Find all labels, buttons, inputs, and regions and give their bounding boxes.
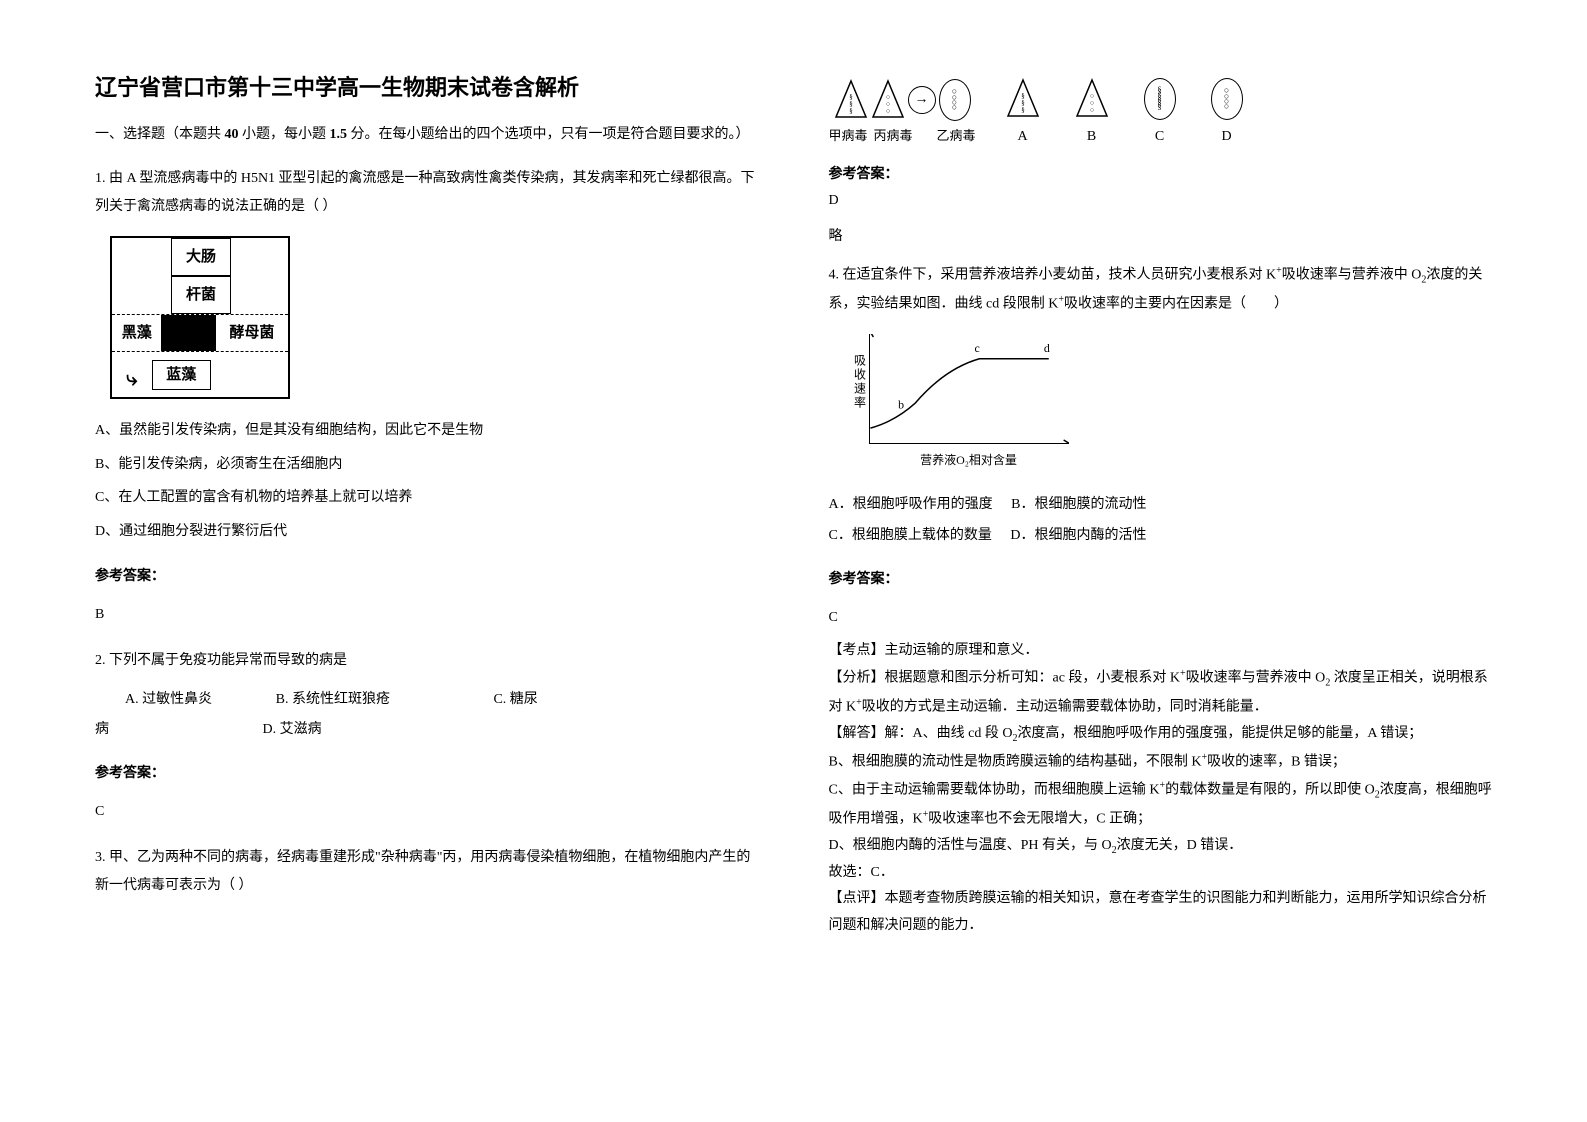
answer-3-note: 略 <box>829 225 1493 245</box>
analysis-kaodian: 【考点】主动运输的原理和意义． <box>829 638 1493 665</box>
answer-label-3: 参考答案： <box>829 163 1493 183</box>
virus-option-d-icon: ○○○○ <box>1211 78 1243 120</box>
chart-container: 吸收速率 a b c d 0 营养液O₂相对含量 <box>849 334 1069 472</box>
question-3: 3. 甲、乙为两种不同的病毒，经病毒重建形成"杂种病毒"丙，用丙病毒侵染植物细胞… <box>95 844 759 900</box>
virus-diagram: §§§ ○○○ → ○○○○ 甲病毒 丙病毒 乙病毒 §§§ A ○○○ B §… <box>829 78 1493 145</box>
svg-text:c: c <box>974 341 979 355</box>
question-1-text: 1. 由 A 型流感病毒中的 H5N1 亚型引起的禽流感是一种高致病性禽类传染病… <box>95 165 759 221</box>
option-2b: B. 系统性红斑狼疮 <box>276 692 390 707</box>
answer-label-2: 参考答案： <box>95 760 759 788</box>
fenxi-label: 【分析】 <box>829 671 885 686</box>
answer-1: B <box>95 601 759 629</box>
arrow-icon: → <box>908 86 936 114</box>
option-1a: A、虽然能引发传染病，但是其没有细胞结构，因此它不是生物 <box>95 414 759 448</box>
question-1-options: A、虽然能引发传染病，但是其没有细胞结构，因此它不是生物 B、能引发传染病，必须… <box>95 414 759 548</box>
analysis-jieda-d: D、根细胞内酶的活性与温度、PH 有关，与 O2浓度无关，D 错误． <box>829 833 1493 860</box>
option-c-label: C <box>1155 129 1164 145</box>
option-a-group: §§§ A <box>1006 78 1040 145</box>
option-2c-cont: 病 <box>95 722 109 737</box>
option-1b: B、能引发传染病，必须寄生在活细胞内 <box>95 448 759 482</box>
svg-text:d: d <box>1043 341 1049 355</box>
question-2-text: 2. 下列不属于免疫功能异常而导致的病是 <box>95 647 759 675</box>
svg-text:○: ○ <box>885 107 889 115</box>
answer-label-4: 参考答案： <box>829 566 1493 594</box>
left-column: 辽宁省营口市第十三中学高一生物期末试卷含解析 一、选择题（本题共 40 小题，每… <box>95 70 794 1082</box>
chart-curve: a b c d 0 <box>870 334 1069 443</box>
option-d-label: D <box>1221 129 1231 145</box>
question-2-options: A. 过敏性鼻炎 B. 系统性红斑狼疮 C. 糖尿 病 D. 艾滋病 <box>95 685 759 747</box>
option-4b: B．根细胞膜的流动性 <box>1011 497 1146 512</box>
option-b-label: B <box>1087 129 1096 145</box>
virus-jia-icon: §§§ <box>834 79 868 121</box>
question-1: 1. 由 A 型流感病毒中的 H5N1 亚型引起的禽流感是一种高致病性禽类传染病… <box>95 165 759 628</box>
analysis-dianping: 【点评】本题考查物质跨膜运输的相关知识，意在考查学生的识图能力和判断能力，运用所… <box>829 886 1493 939</box>
virus-label-jia: 甲病毒 <box>829 125 868 144</box>
answer-2: C <box>95 798 759 826</box>
question-4-text: 4. 在适宜条件下，采用营养液培养小麦幼苗，技术人员研究小麦根系对 K+吸收速率… <box>829 261 1493 319</box>
option-2d: D. 艾滋病 <box>263 722 322 737</box>
absorption-chart: 吸收速率 a b c d 0 <box>869 334 1069 444</box>
question-4: 4. 在适宜条件下，采用营养液培养小麦幼苗，技术人员研究小麦根系对 K+吸收速率… <box>829 261 1493 939</box>
option-a-label: A <box>1017 129 1027 145</box>
option-2a: A. 过敏性鼻炎 <box>125 692 212 707</box>
virus-option-c-icon: §§§§ <box>1144 78 1176 120</box>
option-4a: A．根细胞呼吸作用的强度 <box>829 497 993 512</box>
virus-label-yi: 乙病毒 <box>937 125 976 144</box>
svg-text:§: § <box>849 107 853 115</box>
virus-option-b-icon: ○○○ <box>1075 78 1109 120</box>
option-2c: C. 糖尿 <box>493 692 537 707</box>
option-1d: D、通过细胞分裂进行繁衍后代 <box>95 515 759 549</box>
svg-text:b: b <box>898 397 904 411</box>
svg-text:○: ○ <box>1089 106 1093 114</box>
option-c-group: §§§§ C <box>1144 78 1176 145</box>
question-4-options: A．根细胞呼吸作用的强度 B．根细胞膜的流动性 C．根细胞膜上载体的数量 D．根… <box>829 490 1493 552</box>
jieda-label: 【解答】 <box>829 726 885 741</box>
virus-bing-icon: ○○○ <box>871 79 905 121</box>
option-4d: D．根细胞内酶的活性 <box>1010 528 1146 543</box>
analysis-guxuan: 故选：C． <box>829 860 1493 887</box>
document-title: 辽宁省营口市第十三中学高一生物期末试卷含解析 <box>95 70 759 102</box>
virus-label-bing: 丙病毒 <box>874 125 913 144</box>
answer-3: D <box>829 193 1493 209</box>
x-axis-label: 营养液O₂相对含量 <box>869 448 1069 472</box>
section-1-header: 一、选择题（本题共 40 小题，每小题 1.5 分。在每小题给出的四个选项中，只… <box>95 122 759 147</box>
question-2: 2. 下列不属于免疫功能异常而导致的病是 A. 过敏性鼻炎 B. 系统性红斑狼疮… <box>95 647 759 827</box>
kaodian-label: 【考点】 <box>829 643 885 658</box>
analysis-jieda-b: B、根细胞膜的流动性是物质跨膜运输的结构基础，不限制 K+吸收的速率，B 错误； <box>829 748 1493 776</box>
svg-text:§: § <box>1021 106 1025 114</box>
virus-source-group: §§§ ○○○ → ○○○○ 甲病毒 丙病毒 乙病毒 <box>829 79 976 144</box>
answer-4: C <box>829 604 1493 632</box>
virus-yi-icon: ○○○○ <box>939 79 971 121</box>
option-4c: C．根细胞膜上载体的数量 <box>829 528 992 543</box>
analysis-jieda: 【解答】解：A、曲线 cd 段 O2浓度高，根细胞呼吸作用的强度强，能提供足够的… <box>829 721 1493 748</box>
virus-option-a-icon: §§§ <box>1006 78 1040 120</box>
analysis-jieda-c: C、由于主动运输需要载体协助，而根细胞膜上运输 K+的载体数量是有限的，所以即使… <box>829 776 1493 833</box>
option-b-group: ○○○ B <box>1075 78 1109 145</box>
analysis-fenxi: 【分析】根据题意和图示分析可知：ac 段，小麦根系对 K+吸收速率与营养液中 O… <box>829 664 1493 721</box>
question-3-text: 3. 甲、乙为两种不同的病毒，经病毒重建形成"杂种病毒"丙，用丙病毒侵染植物细胞… <box>95 844 759 900</box>
y-axis-label: 吸收速率 <box>848 354 872 410</box>
right-column: §§§ ○○○ → ○○○○ 甲病毒 丙病毒 乙病毒 §§§ A ○○○ B §… <box>794 70 1493 1082</box>
answer-label-1: 参考答案： <box>95 563 759 591</box>
dianping-label: 【点评】 <box>829 891 885 906</box>
cell-diagram: 大肠 杆菌 黑藻 酵母菌 ⤷ 蓝藻 <box>110 236 290 399</box>
option-d-group: ○○○○ D <box>1211 78 1243 145</box>
option-1c: C、在人工配置的富含有机物的培养基上就可以培养 <box>95 481 759 515</box>
